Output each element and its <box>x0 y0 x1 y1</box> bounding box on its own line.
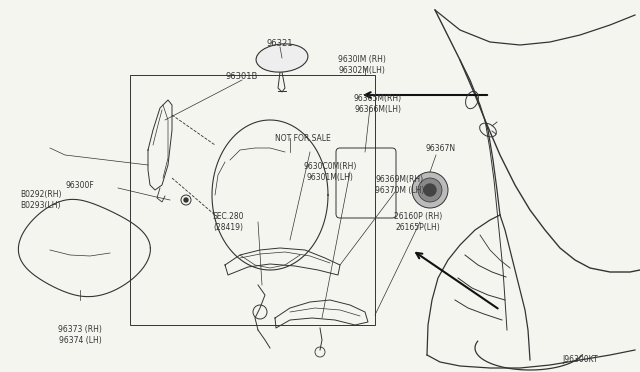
Text: 9630ⅠM (RH)
96302M(LH): 9630ⅠM (RH) 96302M(LH) <box>338 55 386 75</box>
Bar <box>130 75 375 325</box>
Text: J96300KT: J96300KT <box>562 356 598 365</box>
Text: SEC.280
(28419): SEC.280 (28419) <box>212 212 244 232</box>
Text: 26160P (RH)
26165P(LH): 26160P (RH) 26165P(LH) <box>394 212 442 232</box>
Circle shape <box>184 198 188 202</box>
Text: 96300F: 96300F <box>65 180 93 189</box>
Text: 96301B: 96301B <box>226 71 258 80</box>
Circle shape <box>424 184 436 196</box>
Text: B0292(RH)
B0293(LH): B0292(RH) B0293(LH) <box>20 190 61 210</box>
Circle shape <box>412 172 448 208</box>
Text: 96373 (RH)
96374 (LH): 96373 (RH) 96374 (LH) <box>58 325 102 345</box>
Text: 96365M(RH)
96366M(LH): 96365M(RH) 96366M(LH) <box>354 94 402 114</box>
Text: 96367N: 96367N <box>426 144 456 153</box>
Text: 9630C0M(RH)
96301M(LH): 9630C0M(RH) 96301M(LH) <box>303 162 356 182</box>
Text: 96369M(RH)
96370M (LH): 96369M(RH) 96370M (LH) <box>375 175 425 195</box>
Text: 96321: 96321 <box>267 38 293 48</box>
Text: NOT FOR SALE: NOT FOR SALE <box>275 134 331 142</box>
Ellipse shape <box>256 44 308 72</box>
Circle shape <box>418 178 442 202</box>
